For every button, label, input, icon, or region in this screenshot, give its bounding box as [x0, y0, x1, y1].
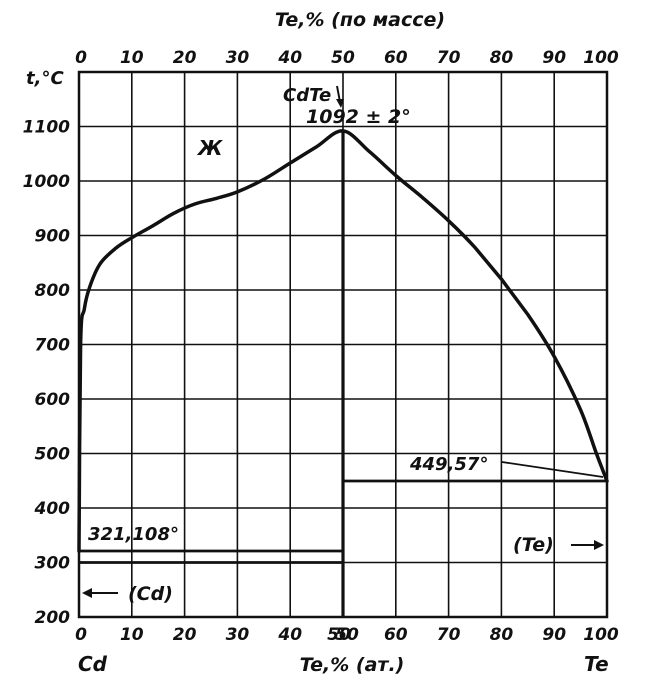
- top-tick-label: 70: [437, 48, 461, 68]
- y-tick-label: 400: [34, 499, 71, 519]
- y-tick-label: 500: [35, 445, 71, 465]
- top-tick-label: 90: [542, 48, 566, 68]
- bottom-tick-label: 10: [120, 625, 144, 645]
- phase-boundaries: [79, 130, 607, 617]
- bottom-tick-label: 30: [226, 625, 250, 645]
- y-tick-label: 600: [35, 390, 71, 410]
- top-tick-label: 50: [331, 48, 355, 68]
- right-endpoint-label: Te: [584, 652, 609, 676]
- bottom-tick-label: 60: [384, 625, 408, 645]
- cd-phase-label: (Cd): [128, 583, 173, 605]
- bottom-tick-label: 90: [542, 625, 566, 645]
- compound-arrow-head: [336, 99, 344, 108]
- top-axis-label: Te,% (по массе): [275, 9, 445, 31]
- top-tick-label: 40: [277, 48, 302, 68]
- te-phase-label: (Te): [513, 534, 554, 556]
- te-melting-leader: [501, 461, 604, 478]
- te-melting-annotation: 449,57°: [409, 454, 488, 475]
- liquid-region-label: Ж: [196, 136, 223, 160]
- top-tick-label: 10: [120, 48, 144, 68]
- liquidus-curve: [77, 129, 609, 553]
- top-tick-label: 80: [490, 48, 514, 68]
- bottom-axis-label: Te,% (ат.): [300, 654, 405, 676]
- bottom-tick-label: 0: [75, 625, 87, 645]
- top-tick-label: 30: [226, 48, 250, 68]
- bottom-tick-label: 50: [327, 625, 351, 645]
- y-tick-label: 200: [35, 608, 71, 628]
- bottom-tick-label: 50: [335, 625, 359, 645]
- cd-phase-arrow-head: [82, 588, 92, 598]
- top-tick-label: 60: [384, 48, 408, 68]
- left-endpoint-label: Cd: [78, 652, 108, 676]
- y-tick-label: 700: [35, 336, 71, 356]
- y-tick-label: 800: [35, 281, 71, 301]
- bottom-tick-label: 80: [490, 625, 514, 645]
- bottom-tick-label: 70: [437, 625, 461, 645]
- bottom-tick-label: 40: [277, 625, 302, 645]
- bottom-tick-label: 100: [583, 625, 619, 645]
- compound-label: CdTe: [283, 85, 331, 106]
- top-tick-label: 0: [75, 48, 87, 68]
- bottom-tick-label: 20: [173, 625, 197, 645]
- y-tick-label: 1000: [23, 172, 70, 192]
- y-tick-label: 1100: [23, 118, 70, 138]
- top-tick-label: 100: [583, 48, 619, 68]
- peak-annotation: 1092 ± 2°: [306, 106, 411, 128]
- te-phase-arrow-head: [594, 540, 604, 550]
- y-tick-label: 300: [35, 554, 71, 574]
- cd-eutectic-annotation: 321,108°: [88, 524, 179, 545]
- top-tick-label: 20: [173, 48, 197, 68]
- y-tick-label: 900: [35, 227, 71, 247]
- y-axis-label: t,°C: [26, 68, 64, 89]
